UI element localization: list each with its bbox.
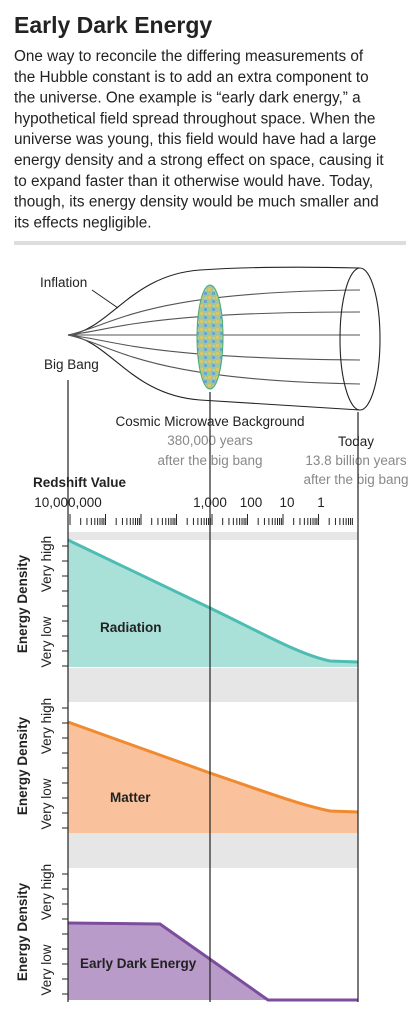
y-low: Very low: [39, 778, 54, 829]
matter-area: [68, 722, 358, 833]
label: 13.8 billion years: [305, 453, 407, 468]
tick-label: 100: [240, 495, 263, 510]
epoch-lines: [67, 380, 359, 1002]
y-high: Very high: [39, 536, 54, 592]
body-line: the Hubble constant is to add an extra c…: [14, 69, 369, 86]
tick-label: 1: [317, 495, 325, 510]
axis-title: Redshift Value: [33, 475, 127, 490]
y-title: Energy Density: [15, 554, 30, 653]
intro: One way to reconcile the differing measu…: [14, 48, 384, 231]
ede-line: [67, 921, 358, 1002]
title: Early Dark Energy: [14, 12, 212, 38]
panel-labels: Energy Density Very high Very low Radiation…: [15, 536, 197, 996]
divider: [14, 241, 406, 245]
radiation-line: [67, 538, 359, 664]
y-title: Energy Density: [15, 716, 30, 815]
body-line: universe was young, this field would hav…: [14, 131, 376, 148]
label: Inflation: [40, 275, 87, 290]
body-line: to expand faster than it otherwise would…: [14, 173, 373, 190]
label: Today: [338, 434, 374, 449]
tick-label: 10: [279, 495, 294, 510]
series-label: Matter: [110, 790, 151, 805]
body-line: the universe. One example is “early dark…: [14, 90, 361, 107]
radiation-area: [68, 540, 358, 667]
universe-cone: [67, 266, 381, 411]
matter-line: [67, 720, 359, 814]
y-title: Energy Density: [15, 882, 30, 981]
label: after the big bang: [303, 472, 408, 487]
y-high: Very high: [39, 864, 54, 920]
series-label: Early Dark Energy: [80, 956, 197, 971]
y-low: Very low: [39, 944, 54, 995]
cmb-disk: [196, 284, 224, 390]
log-ticks: [69, 514, 353, 525]
body-line: its effects negligible.: [14, 214, 151, 231]
leader: [91, 289, 119, 309]
label: Big Bang: [44, 357, 99, 372]
body-line: though, its energy density would be much…: [14, 194, 379, 211]
series-label: Radiation: [100, 620, 162, 635]
body-line: One way to reconcile the differing measu…: [14, 48, 364, 65]
y-high: Very high: [39, 698, 54, 754]
body-line: energy density and a strong effect on sp…: [14, 152, 384, 169]
y-low: Very low: [39, 616, 54, 667]
body-line: hypothetical field spread throughout spa…: [14, 110, 375, 127]
